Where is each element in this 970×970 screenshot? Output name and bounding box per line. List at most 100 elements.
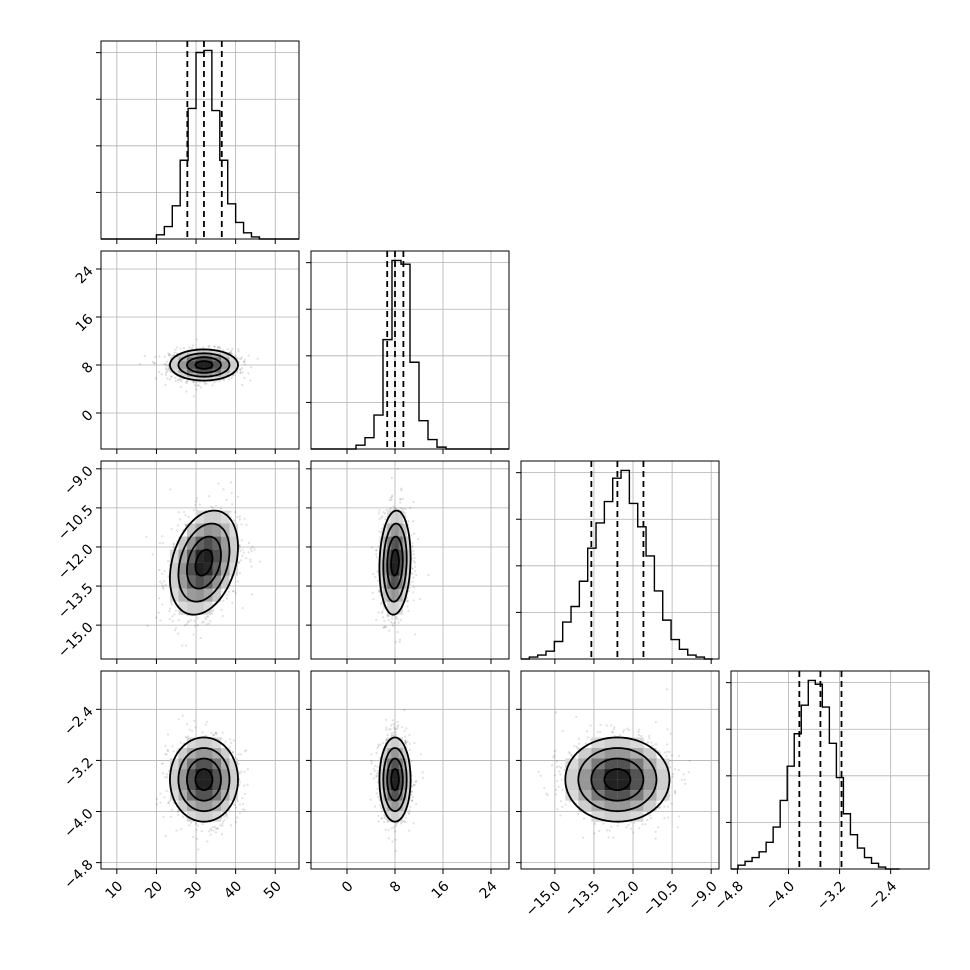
density-cell <box>203 601 213 615</box>
scatter-point <box>238 812 241 815</box>
scatter-point <box>234 510 237 514</box>
scatter-point <box>192 633 195 636</box>
scatter-point <box>178 518 182 521</box>
scatter-point <box>206 840 209 843</box>
scatter-point <box>245 523 248 527</box>
scatter-point <box>153 362 156 365</box>
scatter-point <box>190 346 194 349</box>
scatter-point <box>241 796 244 800</box>
scatter-point <box>208 344 211 347</box>
scatter-point <box>153 362 156 365</box>
scatter-point <box>404 507 407 510</box>
scatter-point <box>195 388 198 391</box>
scatter-point <box>196 617 200 620</box>
density-cell <box>203 361 213 365</box>
density-cell <box>220 523 230 537</box>
scatter-point <box>239 368 242 371</box>
scatter-point <box>210 505 213 508</box>
hist-step-2 <box>521 469 713 660</box>
scatter-point <box>238 515 241 518</box>
scatter-point <box>219 346 222 349</box>
scatter-point <box>231 601 234 604</box>
hist-frame-3 <box>730 670 930 870</box>
contour-2-0-2 <box>177 522 231 603</box>
scatter-point <box>138 362 141 365</box>
scatter-point <box>229 824 233 827</box>
scatter-point <box>249 547 252 551</box>
scatter-point <box>238 571 241 575</box>
scatter-point <box>382 616 385 619</box>
scatter-point <box>167 364 170 367</box>
scatter-point <box>171 615 174 618</box>
scatter-point <box>201 731 204 734</box>
density-cell <box>178 361 187 365</box>
scatter-point <box>195 837 198 840</box>
scatter-point <box>202 620 205 624</box>
scatter-point <box>411 580 414 583</box>
scatter-point <box>162 587 165 590</box>
hist-step-3 <box>731 679 900 870</box>
density-cell <box>212 562 221 576</box>
scatter-point <box>413 633 417 636</box>
scatter-point <box>222 820 225 823</box>
scatter-point <box>173 629 177 632</box>
scatter-point <box>184 523 187 526</box>
scatter-point <box>154 356 157 359</box>
density-cell <box>220 575 230 589</box>
density-cell <box>186 562 196 576</box>
density-cell <box>178 549 187 563</box>
scatter-point <box>230 376 233 379</box>
scatter-point <box>155 616 158 619</box>
scatter-point <box>187 621 190 624</box>
scatter-point <box>157 597 161 600</box>
scatter-point <box>172 542 175 545</box>
scatter-point <box>230 349 233 353</box>
scatter-point <box>226 816 229 819</box>
scatter-point <box>409 507 412 510</box>
scatter-point <box>154 377 157 380</box>
scatter-point <box>187 515 190 519</box>
scatter-point <box>162 580 166 583</box>
density-cell <box>212 536 221 550</box>
scatter-point <box>395 617 398 620</box>
panel-2d-3-1 <box>306 670 510 874</box>
scatter-point <box>218 380 221 383</box>
scatter-point <box>185 523 188 527</box>
scatter-point <box>159 801 162 804</box>
density-cell <box>220 549 230 563</box>
scatter-point <box>155 798 159 801</box>
density-cell <box>203 536 213 550</box>
scatter-point <box>232 589 235 593</box>
scatter-point <box>169 378 172 381</box>
scatter-point <box>163 363 166 366</box>
scatter-point <box>245 557 248 560</box>
scatter-point <box>173 351 176 354</box>
scatter-point <box>198 503 201 506</box>
scatter-point <box>169 601 173 604</box>
scatter-point <box>161 603 164 606</box>
scatter-point <box>176 378 179 381</box>
scatter-point <box>241 371 244 374</box>
scatter-point <box>390 476 393 480</box>
scatter-point <box>402 520 405 523</box>
scatter-point <box>164 373 167 377</box>
scatter-point <box>203 381 206 384</box>
density-cell <box>203 349 213 354</box>
density-cell <box>220 372 230 377</box>
scatter-point <box>412 576 415 579</box>
scatter-point <box>374 549 378 552</box>
scatter-point <box>164 583 167 587</box>
density-cell <box>203 523 213 537</box>
scatter-point <box>193 384 197 387</box>
scatter-point <box>220 608 223 611</box>
scatter-point <box>243 377 246 380</box>
hist-panel-1 <box>306 250 510 454</box>
density-cell <box>186 575 196 589</box>
density-cell <box>178 353 187 358</box>
scatter-point <box>412 549 415 552</box>
scatter-point <box>378 518 381 521</box>
scatter-point <box>402 497 405 500</box>
scatter-point <box>389 507 392 510</box>
scatter-point <box>415 573 418 577</box>
scatter-point <box>163 355 166 358</box>
